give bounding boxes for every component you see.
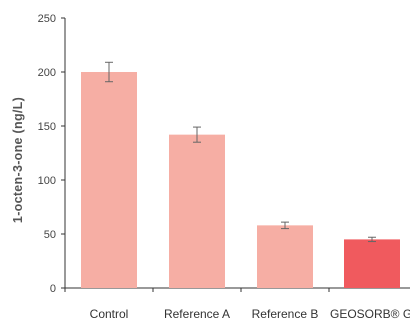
- bar: [169, 134, 225, 288]
- x-category-label: Reference B: [252, 307, 319, 320]
- y-tick-label: 250: [38, 13, 56, 25]
- y-tick-label: 200: [38, 67, 56, 79]
- y-axis-label: 1-octen-3-one (ng/L): [11, 97, 25, 223]
- x-category-label: Reference A: [164, 307, 230, 320]
- y-tick-label: 50: [44, 229, 56, 241]
- x-category-label: GEOSORB® GI: [330, 307, 410, 320]
- x-category-label: Control: [90, 307, 129, 320]
- bar: [344, 239, 400, 288]
- bar: [257, 225, 313, 288]
- x-category-labels: Control Reference A Reference B GEOSORB® GI: [90, 307, 410, 320]
- y-tick-labels: 0 50 100 150 200 250: [38, 13, 56, 295]
- y-tick-label: 100: [38, 175, 56, 187]
- bar: [81, 72, 137, 288]
- y-tick-label: 0: [50, 283, 56, 295]
- y-tick-label: 150: [38, 121, 56, 133]
- bars: [81, 72, 400, 288]
- error-bars: [105, 61, 376, 243]
